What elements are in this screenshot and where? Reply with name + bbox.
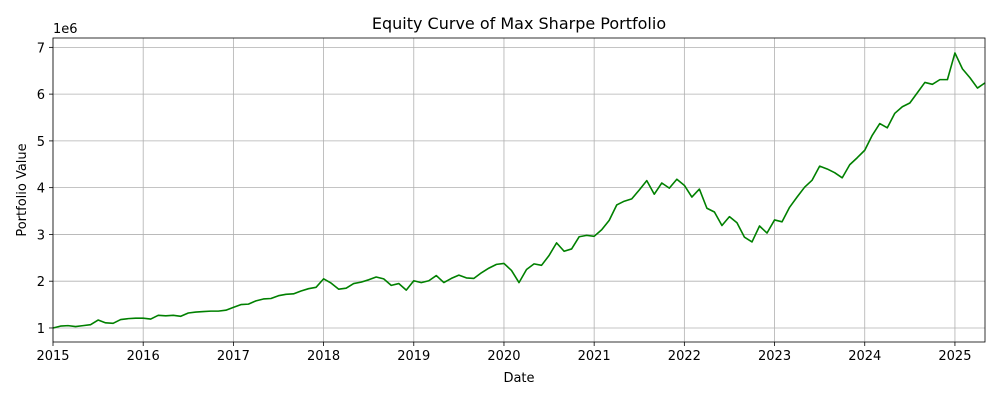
x-tick-label: 2023 (758, 349, 791, 364)
y-tick-label: 1 (37, 322, 45, 337)
y-tick-label: 2 (37, 275, 45, 290)
y-tick-label: 4 (37, 182, 45, 197)
y-tick-label: 6 (37, 88, 45, 103)
grid-layer (52, 38, 985, 342)
y-offset-label: 1e6 (53, 22, 78, 37)
x-tick-label: 2020 (487, 349, 520, 364)
x-tick-label: 2018 (307, 349, 340, 364)
x-tick-label: 2015 (36, 349, 69, 364)
x-tick-label: 2017 (217, 349, 250, 364)
tick-layer: 2015 2016 2017 2018 2019 2020 2021 2022 2023 2024… (36, 41, 971, 364)
x-tick-label: 2022 (668, 349, 701, 364)
x-tick-label: 2024 (848, 349, 881, 364)
x-tick-label: 2021 (578, 349, 611, 364)
y-tick-label: 7 (37, 41, 45, 56)
portfolio-value-line (52, 52, 986, 329)
x-axis-label: Date (503, 371, 534, 386)
y-tick-label: 5 (37, 135, 45, 150)
x-tick-label: 2025 (938, 349, 971, 364)
y-axis-label: Portfolio Value (15, 143, 30, 236)
chart-title: Equity Curve of Max Sharpe Portfolio (372, 14, 666, 33)
y-tick-label: 3 (37, 228, 45, 243)
x-tick-label: 2016 (127, 349, 160, 364)
line-layer (52, 52, 986, 329)
x-tick-label: 2019 (397, 349, 430, 364)
plot-frame (52, 37, 986, 343)
